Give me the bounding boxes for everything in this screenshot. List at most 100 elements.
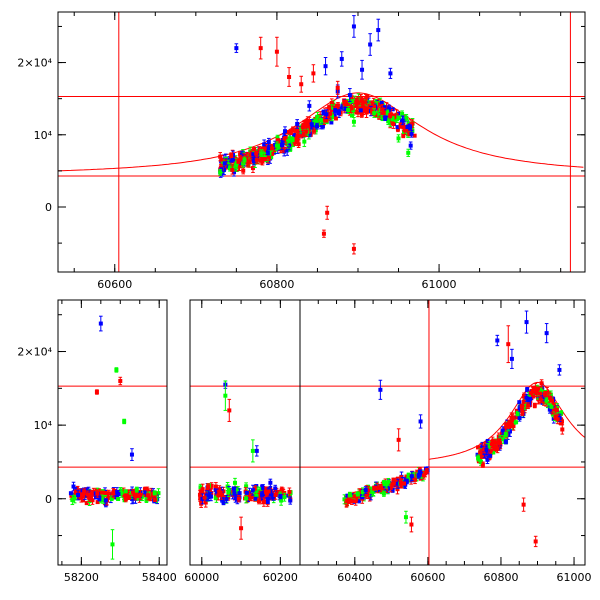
data-point [206, 484, 211, 489]
data-point [227, 166, 232, 171]
x-tick-label: 60800 [259, 278, 294, 291]
data-point [254, 157, 259, 162]
data-point [105, 495, 110, 500]
data-point [363, 97, 368, 102]
data-point [521, 399, 526, 404]
data-point [279, 490, 284, 495]
data-point [366, 488, 371, 493]
data-point [378, 484, 383, 489]
data-point [233, 496, 238, 501]
data-point [323, 64, 328, 69]
data-point [355, 100, 360, 105]
data-point [476, 445, 481, 450]
data-point [315, 114, 320, 119]
data-point [77, 495, 82, 500]
data-point [478, 450, 483, 455]
data-point [533, 539, 538, 544]
data-point [198, 485, 203, 490]
bottom-frame-segment [57, 299, 168, 566]
data-point [251, 159, 256, 164]
data-point [304, 129, 309, 134]
data-point [495, 446, 500, 451]
data-point [401, 125, 406, 130]
data-point [391, 121, 396, 126]
data-point [276, 138, 281, 143]
data-point [551, 402, 556, 407]
data-point [322, 117, 327, 122]
data-point [287, 75, 292, 79]
data-point [266, 146, 271, 151]
data-point [83, 487, 88, 492]
data-point [501, 437, 506, 442]
data-point [76, 490, 81, 495]
data-point [310, 125, 315, 130]
data-point [404, 115, 409, 120]
data-point [264, 486, 269, 491]
data-point [379, 100, 384, 105]
data-point [407, 125, 412, 130]
data-point [296, 133, 301, 138]
data-point [280, 141, 285, 146]
data-point [95, 500, 100, 505]
data-point [490, 439, 495, 444]
data-point [404, 479, 409, 484]
data-point [514, 420, 519, 425]
data-point [256, 494, 261, 499]
data-point [559, 420, 564, 425]
data-point [351, 24, 356, 29]
data-point [145, 493, 150, 498]
data-point [82, 489, 87, 494]
data-point [249, 495, 254, 500]
data-point [118, 378, 123, 383]
data-point [378, 387, 383, 392]
data-point [131, 490, 136, 495]
data-point [73, 490, 78, 495]
bottom-frame-segment [189, 299, 301, 566]
data-point [421, 473, 426, 478]
data-point [301, 132, 306, 137]
data-point [269, 155, 274, 160]
data-point [406, 150, 411, 155]
data-point [287, 489, 292, 494]
data-point [381, 110, 386, 115]
data-point [141, 492, 146, 497]
data-point [288, 147, 293, 152]
data-point [495, 338, 500, 343]
data-point [484, 447, 489, 452]
x-tick-label: 60600 [410, 571, 445, 584]
data-point [103, 490, 108, 495]
data-point [300, 125, 305, 130]
data-point [222, 167, 227, 172]
data-point [482, 447, 487, 452]
bottom-panel: 58200 58400 60000 60200 60400 60600 60800 61000… [17, 299, 592, 584]
data-point [358, 108, 363, 113]
data-point [409, 474, 414, 479]
data-point [88, 496, 93, 501]
data-point [399, 124, 404, 129]
data-point [355, 491, 360, 496]
data-point [400, 111, 405, 116]
data-point [522, 402, 527, 407]
data-point [547, 395, 552, 400]
data-point [396, 136, 401, 141]
data-point [478, 455, 483, 460]
data-point [134, 487, 139, 492]
data-point [250, 488, 255, 493]
data-point [152, 497, 157, 502]
data-point [347, 100, 352, 105]
data-point [359, 99, 364, 104]
data-point [254, 494, 259, 499]
data-point [266, 496, 271, 501]
x-tick-label: 60400 [337, 571, 372, 584]
data-point [534, 389, 539, 394]
data-point [307, 131, 312, 136]
data-point [390, 116, 395, 121]
data-point [299, 133, 304, 138]
data-point [307, 103, 312, 108]
data-point [307, 125, 312, 130]
data-point [208, 494, 213, 499]
top-panel: 60600 60800 61000 0 10⁴ 2×10⁴ [17, 11, 586, 291]
data-point [363, 487, 368, 492]
data-point [332, 113, 337, 118]
data-point [260, 146, 265, 151]
